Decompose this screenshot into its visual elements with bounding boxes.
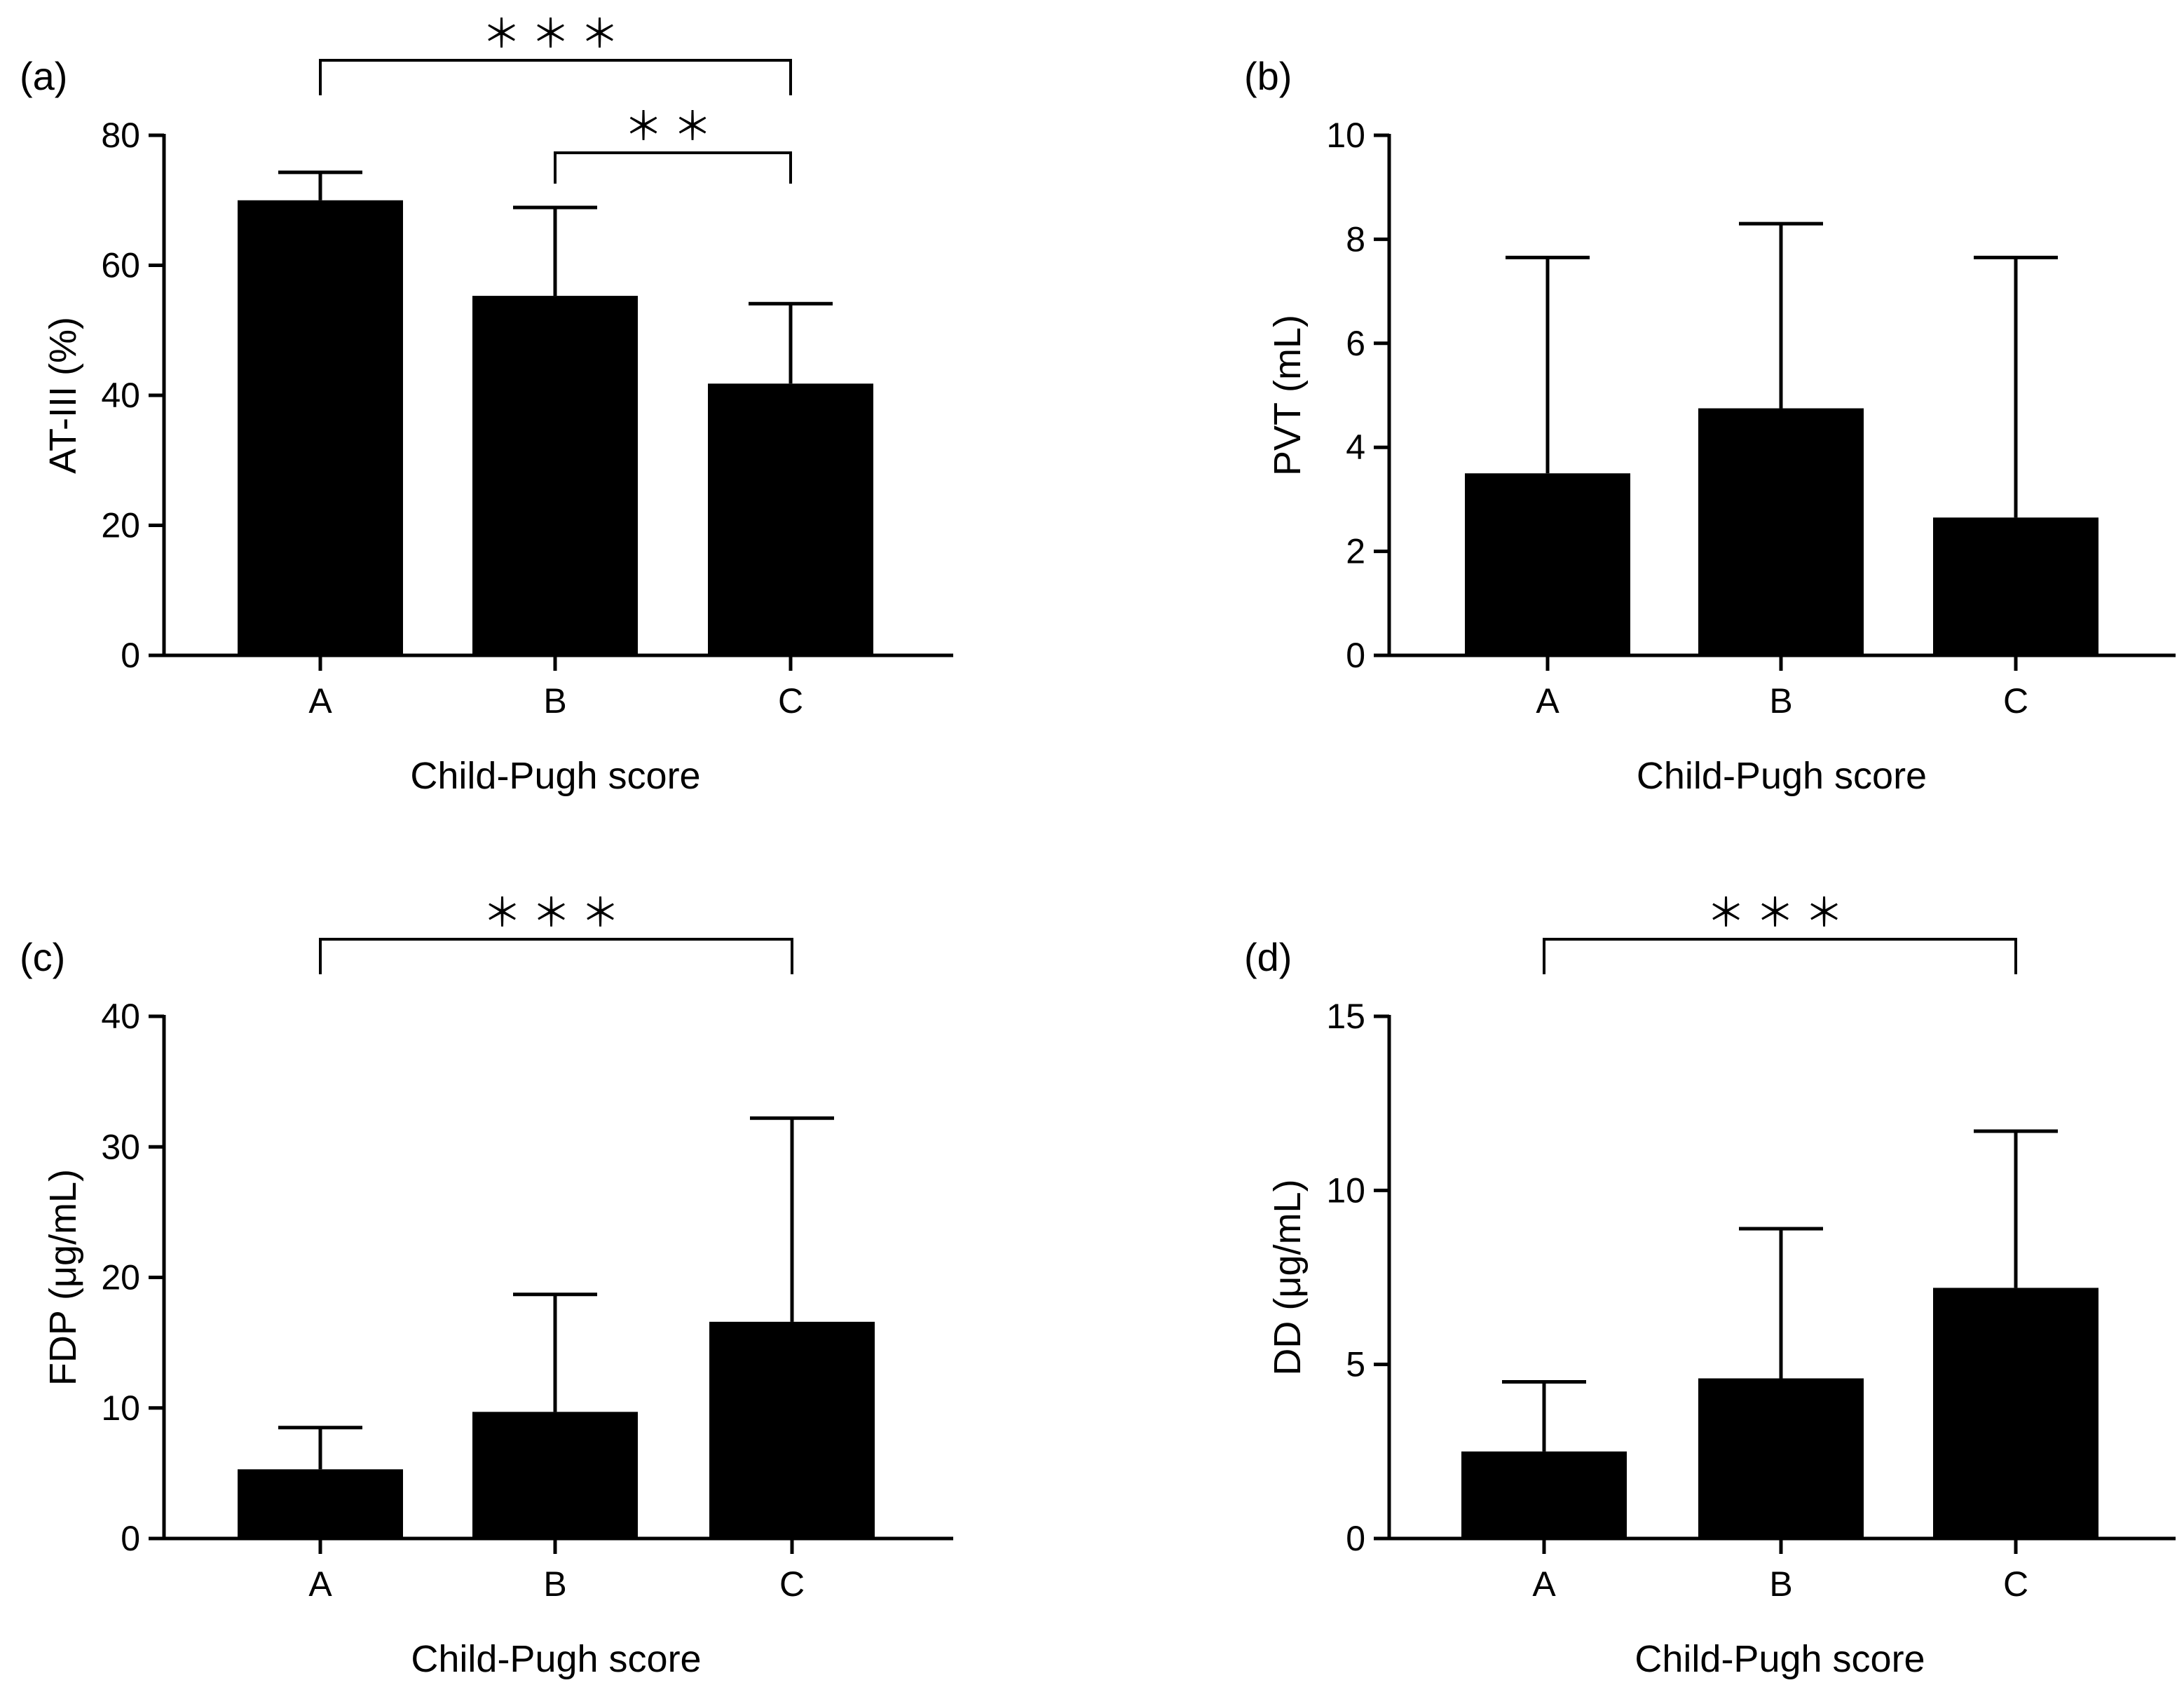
bar (1461, 1451, 1627, 1539)
significance-bracket (1543, 938, 2017, 974)
y-tick-label: 0 (121, 636, 140, 675)
panel-label: (b) (1244, 54, 1292, 98)
x-axis-title: Child-Pugh score (411, 1638, 701, 1680)
x-tick-label: B (543, 1564, 566, 1604)
bar (472, 296, 638, 655)
bar (1698, 408, 1864, 655)
y-tick-label: 10 (1326, 116, 1365, 155)
panel-label: (a) (20, 54, 67, 98)
x-tick-label: B (1769, 1564, 1792, 1604)
y-tick-label: 20 (101, 506, 140, 545)
x-axis-title: Child-Pugh score (1634, 1638, 1925, 1680)
x-tick-label: C (778, 681, 803, 721)
x-tick-label: C (2003, 1564, 2028, 1604)
y-tick-label: 6 (1346, 324, 1365, 363)
y-tick-label: 5 (1346, 1345, 1365, 1384)
x-tick-label: C (779, 1564, 805, 1604)
significance-bracket (319, 59, 792, 95)
bar (709, 1321, 875, 1539)
x-tick-label: B (1769, 681, 1792, 721)
y-tick-label: 10 (101, 1389, 140, 1428)
bar (238, 200, 403, 655)
x-axis-title: Child-Pugh score (410, 755, 700, 797)
x-tick-label: A (308, 1564, 332, 1604)
bar (1933, 517, 2098, 655)
x-tick-label: A (1532, 1564, 1556, 1604)
y-axis-title: AT-III (%) (42, 317, 84, 474)
significance-bracket (554, 151, 792, 184)
chart-panel-3: (d) 0 5 10 15 DD (μg/mL) A B C Child-Pugh score ＊＊… (1244, 891, 2176, 1680)
y-tick-label: 40 (101, 997, 140, 1036)
significance-bracket (319, 938, 793, 974)
bar (708, 383, 873, 655)
significance-stars: ＊＊＊ (482, 12, 629, 56)
bar (1465, 473, 1630, 655)
significance-stars: ＊＊ (624, 104, 722, 149)
y-axis-title: DD (μg/mL) (1267, 1179, 1309, 1375)
y-tick-label: 0 (1346, 636, 1365, 675)
y-tick-label: 80 (101, 116, 140, 155)
chart-panel-0: (a) 0 20 40 60 80 AT-III (%) A B C Child-Pugh scor… (20, 12, 953, 797)
y-tick-label: 40 (101, 376, 140, 415)
panel-label: (c) (20, 935, 65, 979)
y-axis-title: PVT (mL) (1267, 315, 1309, 476)
panel-label: (d) (1244, 935, 1292, 979)
y-tick-label: 2 (1346, 532, 1365, 571)
y-tick-label: 4 (1346, 428, 1365, 467)
y-tick-label: 60 (101, 246, 140, 285)
significance-stars: ＊＊＊ (483, 891, 630, 935)
y-tick-label: 0 (1346, 1519, 1365, 1558)
x-tick-label: C (2003, 681, 2028, 721)
x-axis-title: Child-Pugh score (1637, 755, 1927, 797)
bar (472, 1412, 638, 1539)
x-tick-label: A (1536, 681, 1559, 721)
y-tick-label: 30 (101, 1127, 140, 1166)
significance-stars: ＊＊＊ (1707, 891, 1854, 935)
y-tick-label: 10 (1326, 1171, 1365, 1210)
x-tick-label: B (543, 681, 566, 721)
chart-panel-1: (b) 0 2 4 6 8 10 PVT (mL) A B C Child-Pugh score (1244, 54, 2176, 797)
y-tick-label: 15 (1326, 997, 1365, 1036)
y-tick-label: 20 (101, 1258, 140, 1297)
x-tick-label: A (308, 681, 332, 721)
y-tick-label: 0 (121, 1519, 140, 1558)
bar (1933, 1288, 2098, 1539)
bar (1698, 1378, 1864, 1539)
chart-panel-2: (c) 0 10 20 30 40 FDP (μg/mL) A B C Child-Pugh sco… (20, 891, 953, 1680)
bar (238, 1469, 403, 1539)
y-tick-label: 8 (1346, 219, 1365, 259)
y-axis-title: FDP (μg/mL) (42, 1169, 84, 1386)
